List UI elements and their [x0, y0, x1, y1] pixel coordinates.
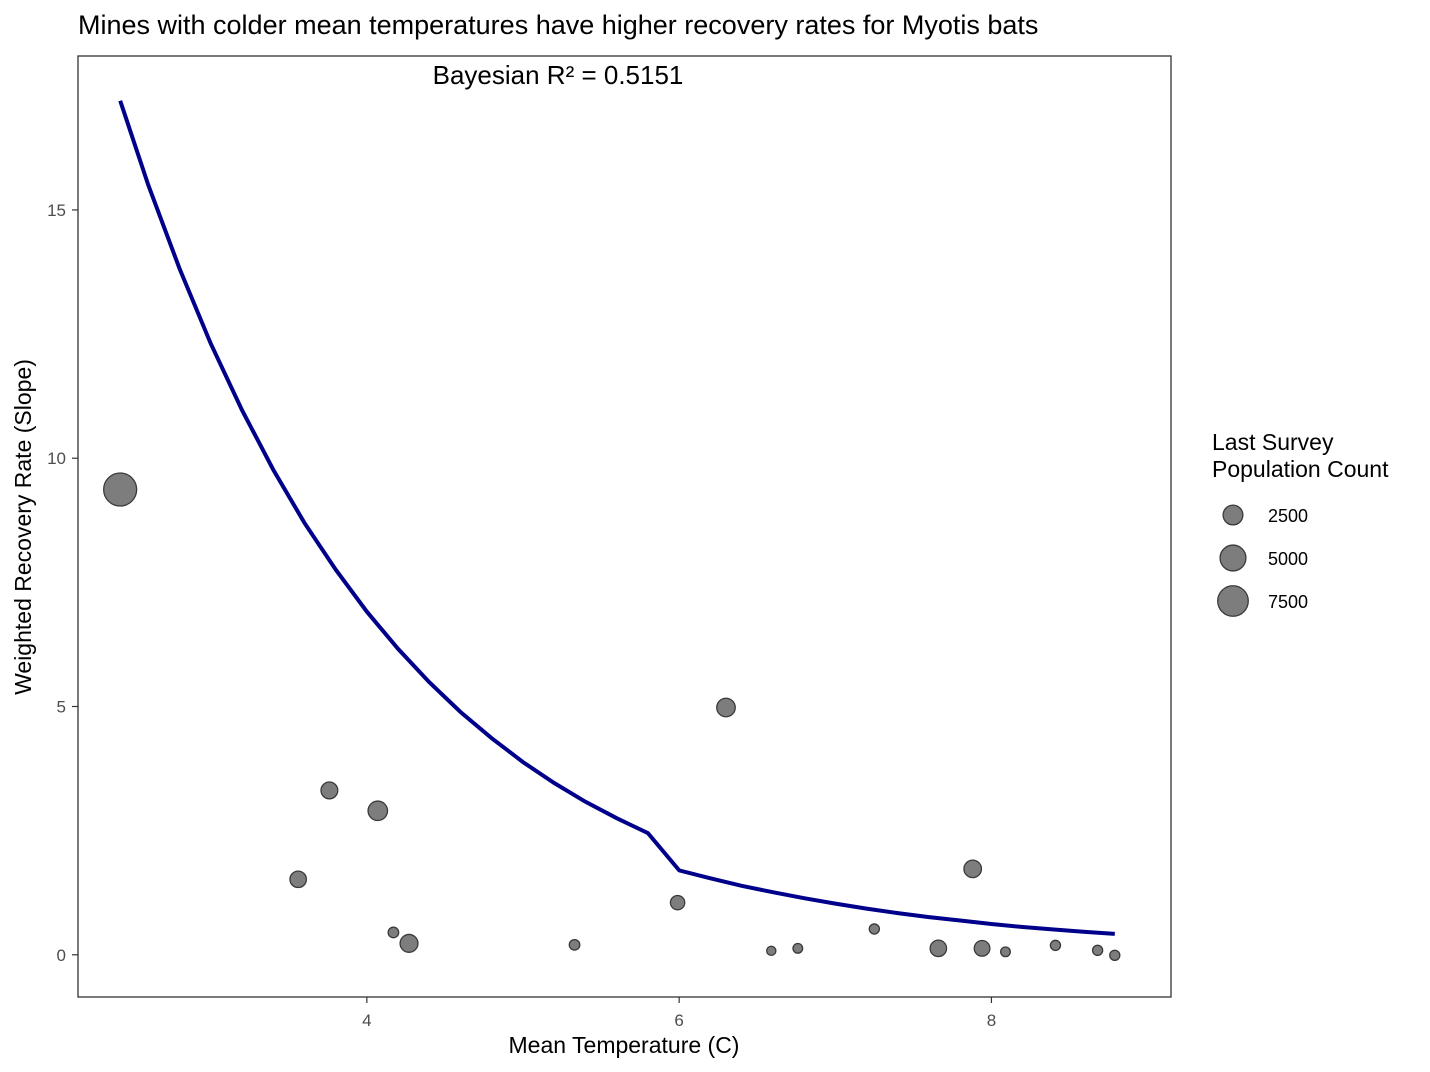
y-tick-label: 15 [47, 201, 66, 220]
legend-key [1219, 544, 1247, 572]
x-tick-label: 8 [987, 1011, 996, 1030]
data-point [103, 472, 138, 507]
legend-title-line-1: Last Survey [1212, 429, 1334, 455]
legend-label: 2500 [1268, 506, 1308, 526]
x-tick-label: 4 [362, 1011, 371, 1030]
plot-panel [77, 55, 1172, 998]
data-point [963, 859, 983, 879]
data-point [868, 923, 881, 935]
data-point [1109, 949, 1121, 961]
data-point [973, 939, 991, 957]
data-point [716, 697, 736, 718]
r-squared-annotation: Bayesian R² = 0.5151 [433, 60, 684, 90]
data-point [792, 942, 804, 954]
legend: Last Survey Population Count 2500 5000 750… [1212, 429, 1389, 617]
legend-label: 7500 [1268, 592, 1308, 612]
data-point [367, 800, 389, 822]
legend-title-line-2: Population Count [1212, 456, 1389, 482]
legend-key [1222, 504, 1244, 526]
data-point [399, 933, 419, 953]
data-point [669, 894, 686, 911]
data-point [387, 926, 400, 939]
legend-key [1217, 585, 1249, 617]
legend-label: 5000 [1268, 549, 1308, 569]
data-point [1049, 939, 1062, 952]
x-axis-title: Mean Temperature (C) [509, 1032, 740, 1058]
y-tick-label: 10 [47, 449, 66, 468]
fit-curve [118, 100, 1115, 936]
x-axis: 4 6 8 [362, 997, 996, 1030]
data-point [289, 870, 308, 889]
data-point [766, 945, 777, 957]
data-point [568, 938, 581, 951]
points-layer [103, 472, 1121, 961]
y-axis: 0 5 10 15 [47, 201, 78, 965]
data-point [1091, 944, 1104, 957]
y-tick-label: 5 [57, 698, 66, 717]
chart-title: Mines with colder mean temperatures have… [78, 10, 1038, 40]
data-point [1000, 946, 1011, 958]
data-point [320, 781, 339, 800]
y-tick-label: 0 [57, 946, 66, 965]
data-point [929, 939, 948, 958]
legend-entries: 2500 5000 7500 [1217, 504, 1308, 617]
x-tick-label: 6 [674, 1011, 683, 1030]
y-axis-title: Weighted Recovery Rate (Slope) [10, 359, 36, 695]
